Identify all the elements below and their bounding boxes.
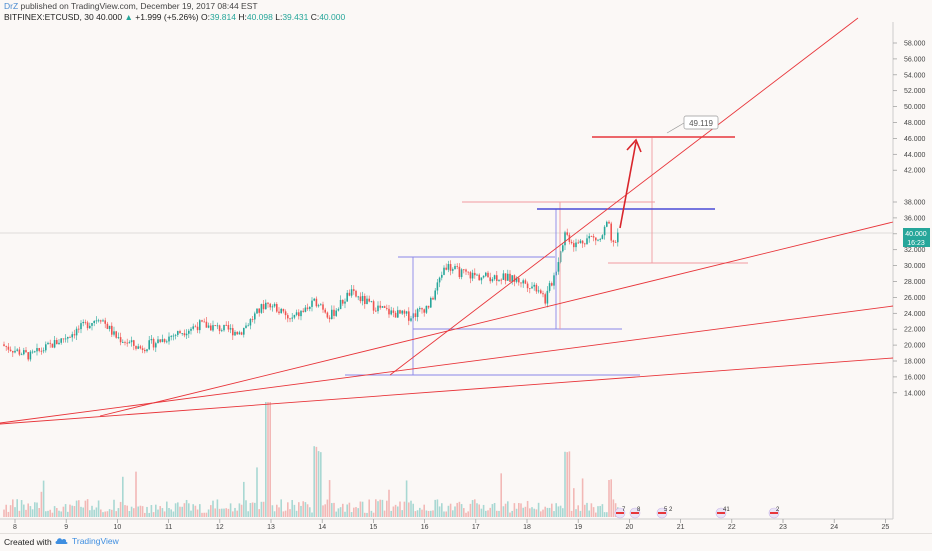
last-price: 40.000 — [96, 12, 123, 22]
symbol-name[interactable]: BITFINEX:ETCUSD, 30 — [4, 12, 94, 22]
price-tick-label: 50.000 — [904, 104, 926, 111]
price-tick-label: 44.000 — [904, 152, 926, 159]
time-tick-label: 16 — [421, 524, 429, 531]
time-axis[interactable]: 8 9 10 11 12 13 14 15 16 17 18 19 20 21 22 23 24 25 — [13, 519, 889, 531]
tradingview-brand[interactable]: TradingView — [55, 536, 119, 546]
brand-name: TradingView — [72, 536, 119, 546]
event-marker-icon[interactable]: 5 2 — [656, 507, 673, 519]
price-tick-label: 46.000 — [904, 136, 926, 143]
publish-line: DrZ published on TradingView.com, Decemb… — [4, 1, 258, 11]
time-tick-label: 13 — [267, 524, 275, 531]
event-count: 2 — [776, 507, 780, 513]
publish-info: published on TradingView.com, December 1… — [20, 1, 258, 11]
low-label: L: — [275, 12, 283, 22]
created-with-text: Created with — [4, 537, 52, 547]
plot-area[interactable] — [0, 22, 893, 519]
trendline-steep — [389, 17, 859, 376]
price-tick-label: 22.000 — [904, 327, 926, 334]
current-price-badge: 40.000 16:23 — [903, 228, 930, 247]
price-tick-label: 56.000 — [904, 56, 926, 63]
price-tick-label: 24.000 — [904, 311, 926, 318]
time-tick-label: 19 — [574, 524, 582, 531]
volume-bars — [3, 402, 619, 517]
price-tick-label: 20.000 — [904, 343, 926, 350]
trendline-lower — [0, 305, 894, 424]
event-count: 5 2 — [664, 507, 673, 513]
high-label: H: — [238, 12, 247, 22]
target-callout[interactable]: 49.119 — [666, 115, 719, 134]
time-tick-label: 11 — [165, 524, 172, 531]
time-tick-label: 14 — [318, 524, 326, 531]
trendline-base — [0, 357, 894, 425]
event-count: 7 — [622, 507, 626, 513]
event-count: 41 — [723, 507, 730, 513]
price-tick-label: 18.000 — [904, 359, 926, 366]
time-tick-label: 12 — [216, 524, 224, 531]
price-tick-label: 52.000 — [904, 88, 926, 95]
footer-bar: Created with TradingView — [0, 533, 932, 551]
price-chart[interactable]: 49.119 58.000 56.000 54.000 52.000 50.000 48.… — [0, 0, 932, 533]
price-tick-label: 36.000 — [904, 215, 926, 222]
time-tick-label: 23 — [779, 524, 787, 531]
event-marker-icon[interactable]: 41 — [715, 507, 730, 519]
low-value: 39.431 — [282, 12, 309, 22]
price-axis[interactable]: 58.000 56.000 54.000 52.000 50.000 48.000 46.0… — [893, 41, 926, 398]
price-tick-label: 14.000 — [904, 390, 926, 397]
price-tick-label: 28.000 — [904, 279, 926, 286]
target-label: 49.119 — [689, 119, 713, 128]
price-tick-label: 48.000 — [904, 120, 926, 127]
trendline-mid — [99, 221, 894, 417]
time-tick-label: 9 — [64, 524, 68, 531]
author-name[interactable]: DrZ — [4, 1, 19, 11]
event-marker-icon[interactable]: 7 — [614, 507, 626, 519]
price-change: +1.999 (+5.26%) — [135, 12, 199, 22]
high-value: 40.098 — [246, 12, 273, 22]
time-tick-label: 18 — [523, 524, 531, 531]
event-marker-icon[interactable]: 8 — [629, 507, 641, 519]
open-label: O: — [201, 12, 210, 22]
event-marker-icon[interactable]: 2 — [768, 507, 780, 519]
economic-events[interactable]: 7 8 5 2 41 2 — [614, 507, 780, 519]
event-count: 8 — [637, 507, 641, 513]
price-tick-label: 54.000 — [904, 72, 926, 79]
close-label: C: — [310, 12, 320, 22]
consolidation-boxes[interactable] — [345, 209, 640, 376]
price-tick-label: 32.000 — [904, 247, 926, 254]
time-tick-label: 15 — [370, 524, 378, 531]
price-tick-label: 16.000 — [904, 374, 926, 381]
candlestick-series — [3, 220, 619, 362]
price-tick-label: 42.000 — [904, 168, 926, 175]
current-price-value: 40.000 — [905, 231, 927, 238]
cloud-logo-icon — [55, 538, 68, 544]
time-tick-label: 24 — [830, 524, 838, 531]
price-tick-label: 26.000 — [904, 295, 926, 302]
up-arrow-icon: ▲ — [124, 12, 133, 22]
time-tick-label: 20 — [626, 524, 634, 531]
time-tick-label: 21 — [677, 524, 685, 531]
close-value: 40.000 — [319, 12, 346, 22]
projection-arrow[interactable] — [619, 138, 642, 229]
time-tick-label: 22 — [728, 524, 736, 531]
time-tick-label: 8 — [13, 524, 17, 531]
open-value: 39.814 — [209, 12, 236, 22]
time-tick-label: 10 — [114, 524, 122, 531]
time-tick-label: 17 — [472, 524, 480, 531]
price-tick-label: 30.000 — [904, 263, 926, 270]
symbol-legend: BITFINEX:ETCUSD, 30 40.000 ▲ +1.999 (+5.… — [4, 12, 345, 22]
trendlines[interactable] — [0, 17, 894, 425]
time-tick-label: 25 — [882, 524, 890, 531]
bar-countdown: 16:23 — [907, 240, 925, 247]
price-tick-label: 38.000 — [904, 200, 926, 207]
price-tick-label: 58.000 — [904, 41, 926, 48]
